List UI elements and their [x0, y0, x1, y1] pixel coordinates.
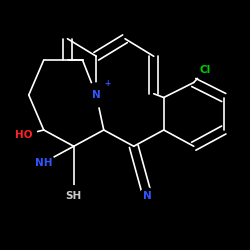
Circle shape: [84, 83, 108, 107]
Text: N: N: [143, 191, 152, 201]
Circle shape: [11, 122, 37, 148]
Text: +: +: [104, 79, 110, 88]
Text: N: N: [92, 90, 100, 100]
Text: HO: HO: [15, 130, 32, 140]
Circle shape: [33, 152, 54, 173]
Text: SH: SH: [66, 191, 82, 201]
Circle shape: [140, 188, 156, 204]
Circle shape: [195, 60, 215, 80]
Circle shape: [63, 186, 84, 207]
Text: Cl: Cl: [200, 65, 210, 75]
Text: NH: NH: [35, 158, 52, 168]
